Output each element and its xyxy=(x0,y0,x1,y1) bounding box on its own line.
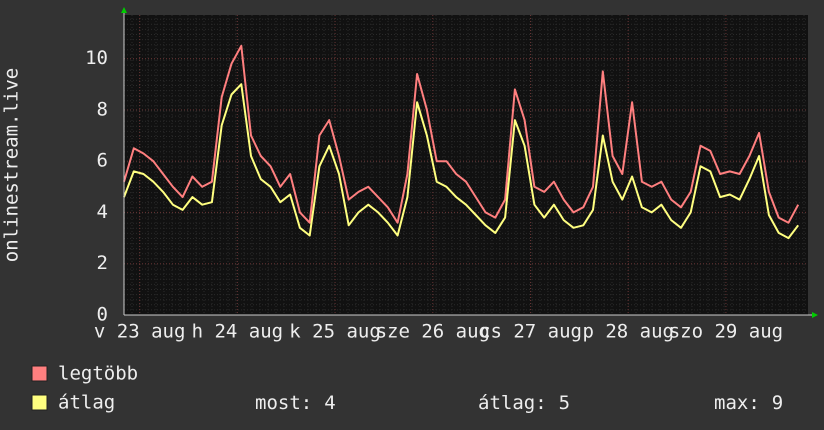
x-tick-label: szo 29 aug xyxy=(669,321,783,343)
x-tick-label: p 28 aug xyxy=(582,321,674,343)
y-axis-label: onlinestream.live xyxy=(1,68,23,262)
stat-value: 9 xyxy=(772,392,783,414)
legend-swatch xyxy=(31,365,48,382)
legend-label: legtöbb xyxy=(58,363,138,385)
legend-label: átlag xyxy=(58,392,115,414)
x-tick-label: cs 27 aug xyxy=(479,321,582,343)
stat: átlag: 5 xyxy=(478,392,570,414)
x-tick-label: sze 26 aug xyxy=(376,321,490,343)
legend-swatch xyxy=(31,394,48,411)
y-axis-arrow xyxy=(121,7,127,13)
series-line xyxy=(123,83,799,240)
y-tick-label: 0 xyxy=(97,304,108,326)
stat: max: 9 xyxy=(714,392,783,414)
x-tick-label: h 24 aug xyxy=(192,321,284,343)
x-tick-label: v 23 aug xyxy=(94,321,186,343)
y-tick-label: 2 xyxy=(97,252,108,274)
y-tick-label: 8 xyxy=(97,98,108,120)
y-tick-label: 6 xyxy=(97,150,108,172)
stat-label: átlag: xyxy=(478,392,547,414)
stat-value: 4 xyxy=(324,392,335,414)
stat-value: 5 xyxy=(559,392,570,414)
stat-label: max: xyxy=(714,392,760,414)
y-tick-label: 10 xyxy=(85,47,108,69)
stat-label: most: xyxy=(255,392,312,414)
stat: most: 4 xyxy=(255,392,336,414)
series-line xyxy=(123,44,800,224)
x-tick-label: k 25 aug xyxy=(289,321,381,343)
y-tick-label: 4 xyxy=(97,201,108,223)
x-axis-arrow xyxy=(812,312,818,318)
